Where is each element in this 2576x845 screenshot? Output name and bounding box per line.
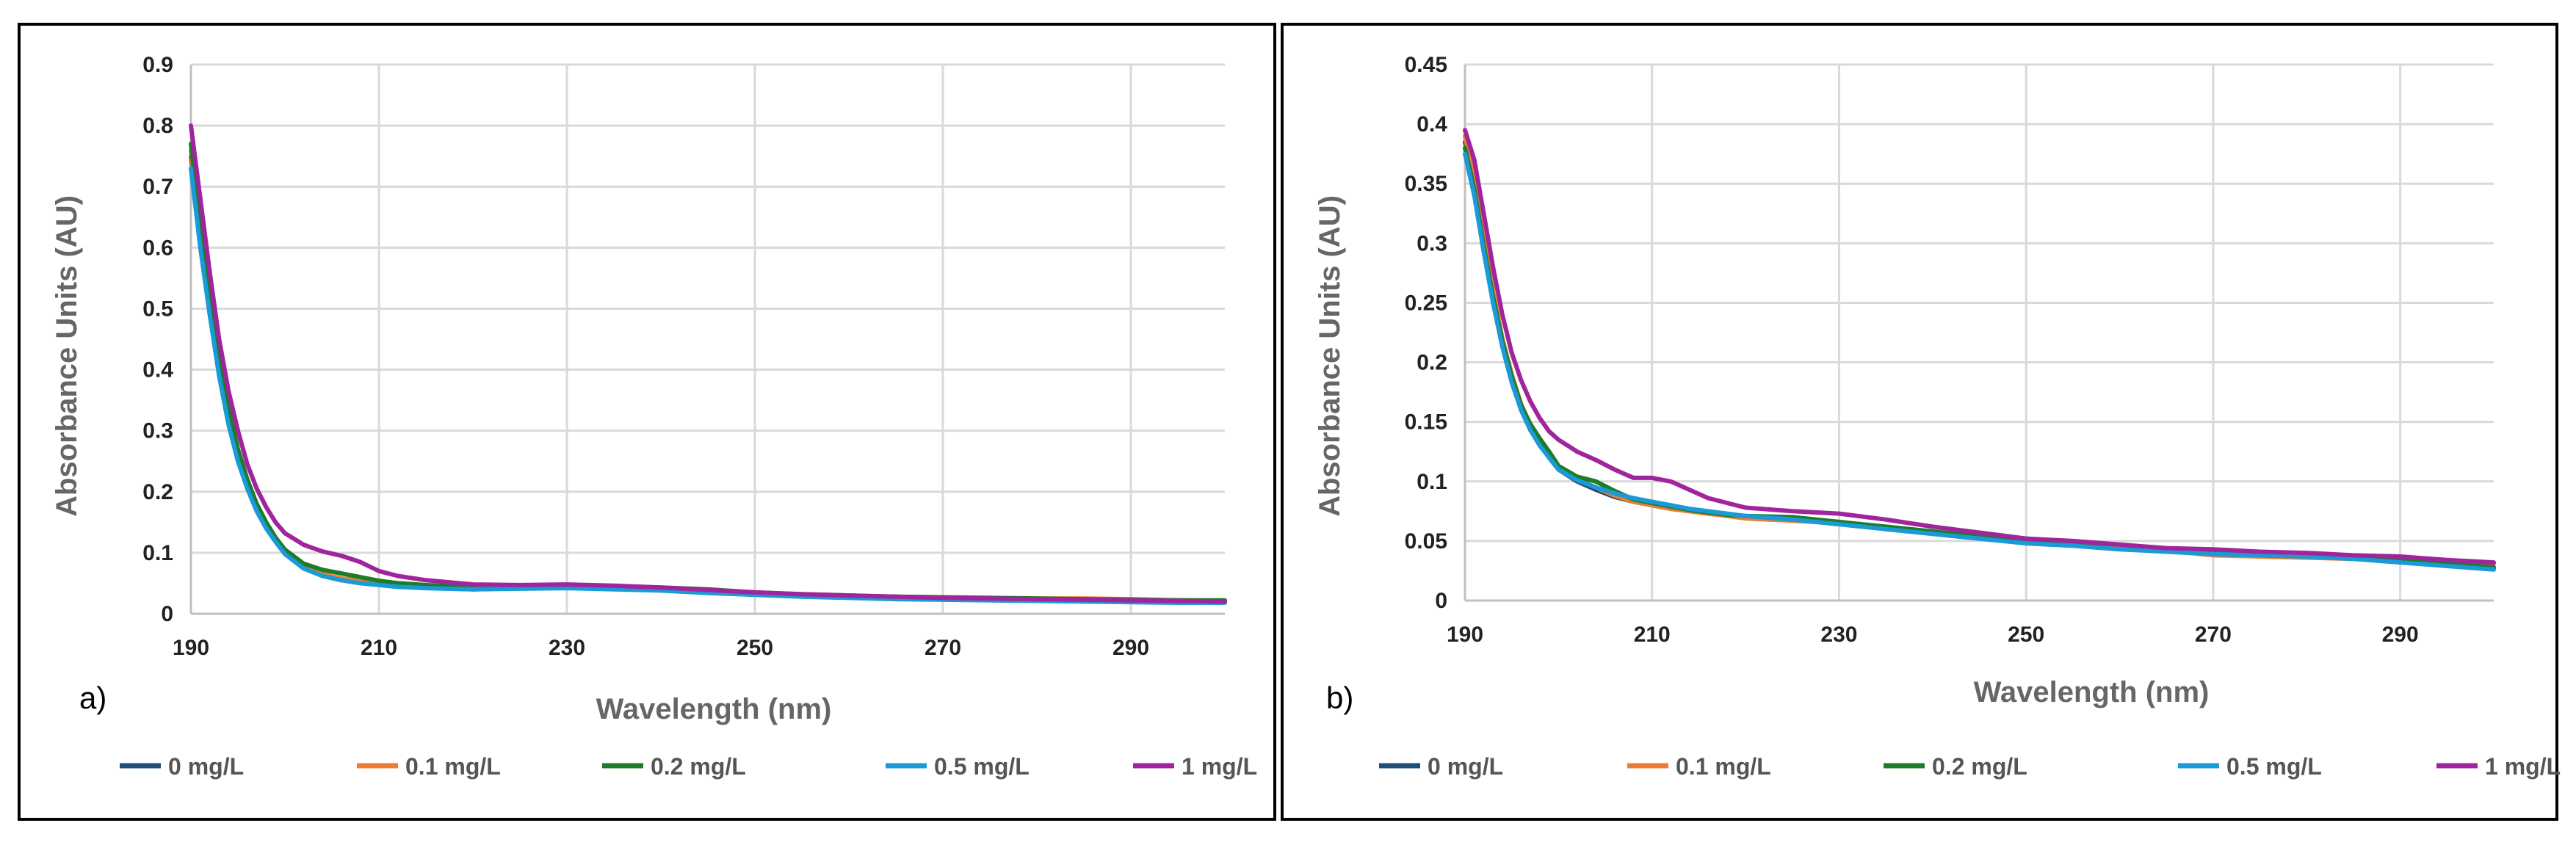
series-line-0-1-mg-l: [189, 148, 1227, 603]
y-tick-label: 0.9: [142, 53, 173, 77]
x-tick-label: 270: [925, 636, 961, 660]
legend-label: 0 mg/L: [168, 753, 244, 780]
series-line-0-5-mg-l: [189, 166, 1227, 605]
x-tick-label: 210: [1634, 623, 1671, 647]
series-line-0-1-mg-l: [1463, 134, 2496, 566]
panel-label: b): [1326, 681, 1353, 715]
legend-label: 0.5 mg/L: [2226, 753, 2322, 780]
legend-label: 0.2 mg/L: [651, 753, 746, 780]
chart-panel-a: 0 0.1 0.2 0.3 0.4 0.5 0.6 0.7 0.8 0.9 190 210 230 25…: [18, 23, 1276, 821]
x-axis-title: Wavelength (nm): [596, 693, 832, 725]
y-tick-label: 0.45: [1405, 53, 1447, 77]
x-tick-label: 270: [2195, 623, 2232, 647]
y-axis-title: Absorbance Units (AU): [51, 195, 83, 517]
series-line-0-2-mg-l: [1463, 145, 2496, 570]
series-line-0-mg-l: [189, 153, 1227, 604]
x-tick-label: 190: [173, 636, 209, 660]
y-tick-label: 0.35: [1405, 172, 1447, 196]
y-tick-label: 0.1: [1417, 470, 1447, 494]
y-tick-label: 0.05: [1405, 529, 1447, 554]
y-tick-label: 0.4: [142, 358, 173, 382]
legend-label: 0.2 mg/L: [1932, 753, 2027, 780]
legend-label: 1 mg/L: [2485, 753, 2561, 780]
y-axis-title: Absorbance Units (AU): [1314, 195, 1346, 517]
x-tick-label: 230: [549, 636, 585, 660]
y-tick-label: 0: [1435, 589, 1447, 613]
y-tick-label: 0.6: [142, 236, 173, 260]
y-tick-label: 0.7: [142, 175, 173, 199]
series-line-1-mg-l: [1463, 128, 2496, 565]
x-tick-label: 250: [737, 636, 773, 660]
x-tick-label: 290: [1112, 636, 1149, 660]
legend-label: 0 mg/L: [1428, 753, 1503, 780]
x-axis-title: Wavelength (nm): [1974, 676, 2210, 708]
y-tick-label: 0.1: [142, 541, 173, 565]
y-tick-label: 0.15: [1405, 410, 1447, 435]
y-tick-label: 0.4: [1417, 112, 1447, 137]
series-line-0-5-mg-l: [1463, 151, 2496, 572]
legend-label: 1 mg/L: [1182, 753, 1257, 780]
y-tick-label: 0.25: [1405, 291, 1447, 315]
chart-panel-b: 0 0.05 0.1 0.15 0.2 0.25 0.3 0.35 0.4 0.45 190 210…: [1281, 23, 2561, 821]
y-tick-label: 0.2: [1417, 351, 1447, 375]
x-tick-label: 190: [1447, 623, 1483, 647]
x-tick-label: 230: [1820, 623, 1857, 647]
y-tick-label: 0: [161, 602, 173, 626]
y-tick-label: 0.3: [142, 419, 173, 443]
series-line-1-mg-l: [189, 123, 1227, 604]
legend-label: 0.1 mg/L: [405, 753, 501, 780]
y-tick-label: 0.2: [142, 480, 173, 504]
legend-label: 0.5 mg/L: [934, 753, 1030, 780]
x-tick-label: 290: [2382, 623, 2419, 647]
y-tick-label: 0.8: [142, 114, 173, 138]
chart-b-svg: 0 0.05 0.1 0.15 0.2 0.25 0.3 0.35 0.4 0.45 190 210…: [1314, 53, 2561, 780]
y-tick-label: 0.3: [1417, 231, 1447, 255]
panel-label: a): [79, 681, 106, 715]
legend-label: 0.1 mg/L: [1676, 753, 1771, 780]
series-line-0-2-mg-l: [189, 142, 1227, 603]
x-tick-label: 210: [361, 636, 397, 660]
series-line-0-mg-l: [1463, 139, 2496, 571]
x-tick-label: 250: [2008, 623, 2044, 647]
y-tick-label: 0.5: [142, 297, 173, 321]
chart-a-svg: 0 0.1 0.2 0.3 0.4 0.5 0.6 0.7 0.8 0.9 190 210 230 25…: [51, 53, 1257, 780]
